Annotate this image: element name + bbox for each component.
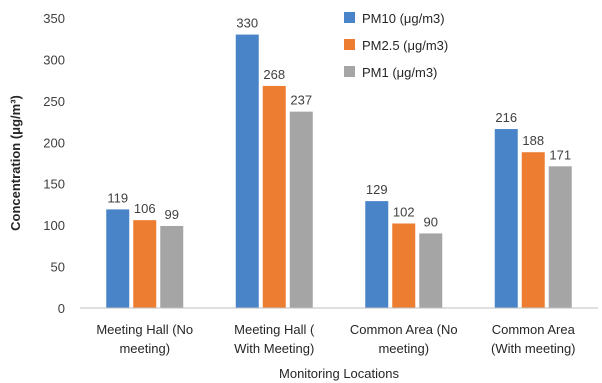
bar	[419, 233, 443, 308]
data-label: 90	[424, 214, 438, 229]
y-tick-label: 350	[43, 11, 65, 26]
bar	[235, 34, 259, 308]
data-label: 106	[134, 201, 156, 216]
category-label: With Meeting)	[234, 341, 314, 356]
bar	[106, 209, 130, 308]
data-label: 268	[263, 67, 285, 82]
y-tick-label: 100	[43, 218, 65, 233]
category-label: Meeting Hall (	[234, 322, 315, 337]
category-label: meeting)	[119, 341, 170, 356]
data-label: 102	[393, 204, 415, 219]
legend: PM10 (μg/m3) PM2.5 (μg/m3) PM1 (μg/m3)	[344, 11, 448, 80]
category-label: meeting)	[378, 341, 429, 356]
bars	[106, 34, 572, 308]
bar	[133, 220, 157, 308]
category-label: Meeting Hall (No	[96, 322, 193, 337]
data-label: 216	[495, 110, 517, 125]
category-label: Common Area (No	[350, 322, 458, 337]
bar	[262, 85, 286, 308]
category-label: (With meeting)	[491, 341, 576, 356]
y-tick-label: 0	[58, 301, 65, 316]
data-label: 330	[236, 16, 258, 31]
y-axis-ticks: 0 50 100 150 200 250 300 350	[43, 11, 65, 316]
data-label: 237	[290, 93, 312, 108]
legend-label: PM1 (μg/m3)	[362, 65, 437, 80]
data-label: 171	[549, 147, 571, 162]
y-tick-label: 250	[43, 94, 65, 109]
data-labels: 119 106 99 330 268 237 129 102 90 216 188 171	[107, 16, 571, 230]
y-axis-title: Concentration (μg/m³)	[8, 95, 23, 231]
bar	[494, 129, 518, 308]
y-tick-label: 50	[51, 260, 65, 275]
data-label: 119	[107, 190, 128, 205]
bar	[392, 223, 416, 308]
data-label: 188	[522, 133, 544, 148]
data-label: 99	[165, 207, 179, 222]
category-labels: Meeting Hall (No meeting) Meeting Hall ( Wi…	[96, 322, 575, 356]
legend-swatch	[344, 39, 355, 50]
bar	[160, 225, 184, 308]
legend-label: PM10 (μg/m3)	[362, 11, 445, 26]
legend-swatch	[344, 66, 355, 77]
data-label: 129	[366, 182, 388, 197]
y-tick-label: 300	[43, 52, 65, 67]
category-label: Common Area	[492, 322, 576, 337]
bar	[289, 111, 313, 308]
x-axis-title: Monitoring Locations	[279, 366, 399, 381]
bar	[548, 166, 572, 308]
bar	[365, 201, 389, 308]
bar	[521, 152, 545, 308]
legend-swatch	[344, 12, 355, 23]
legend-label: PM2.5 (μg/m3)	[362, 38, 448, 53]
y-tick-label: 200	[43, 135, 65, 150]
y-tick-label: 150	[43, 177, 65, 192]
